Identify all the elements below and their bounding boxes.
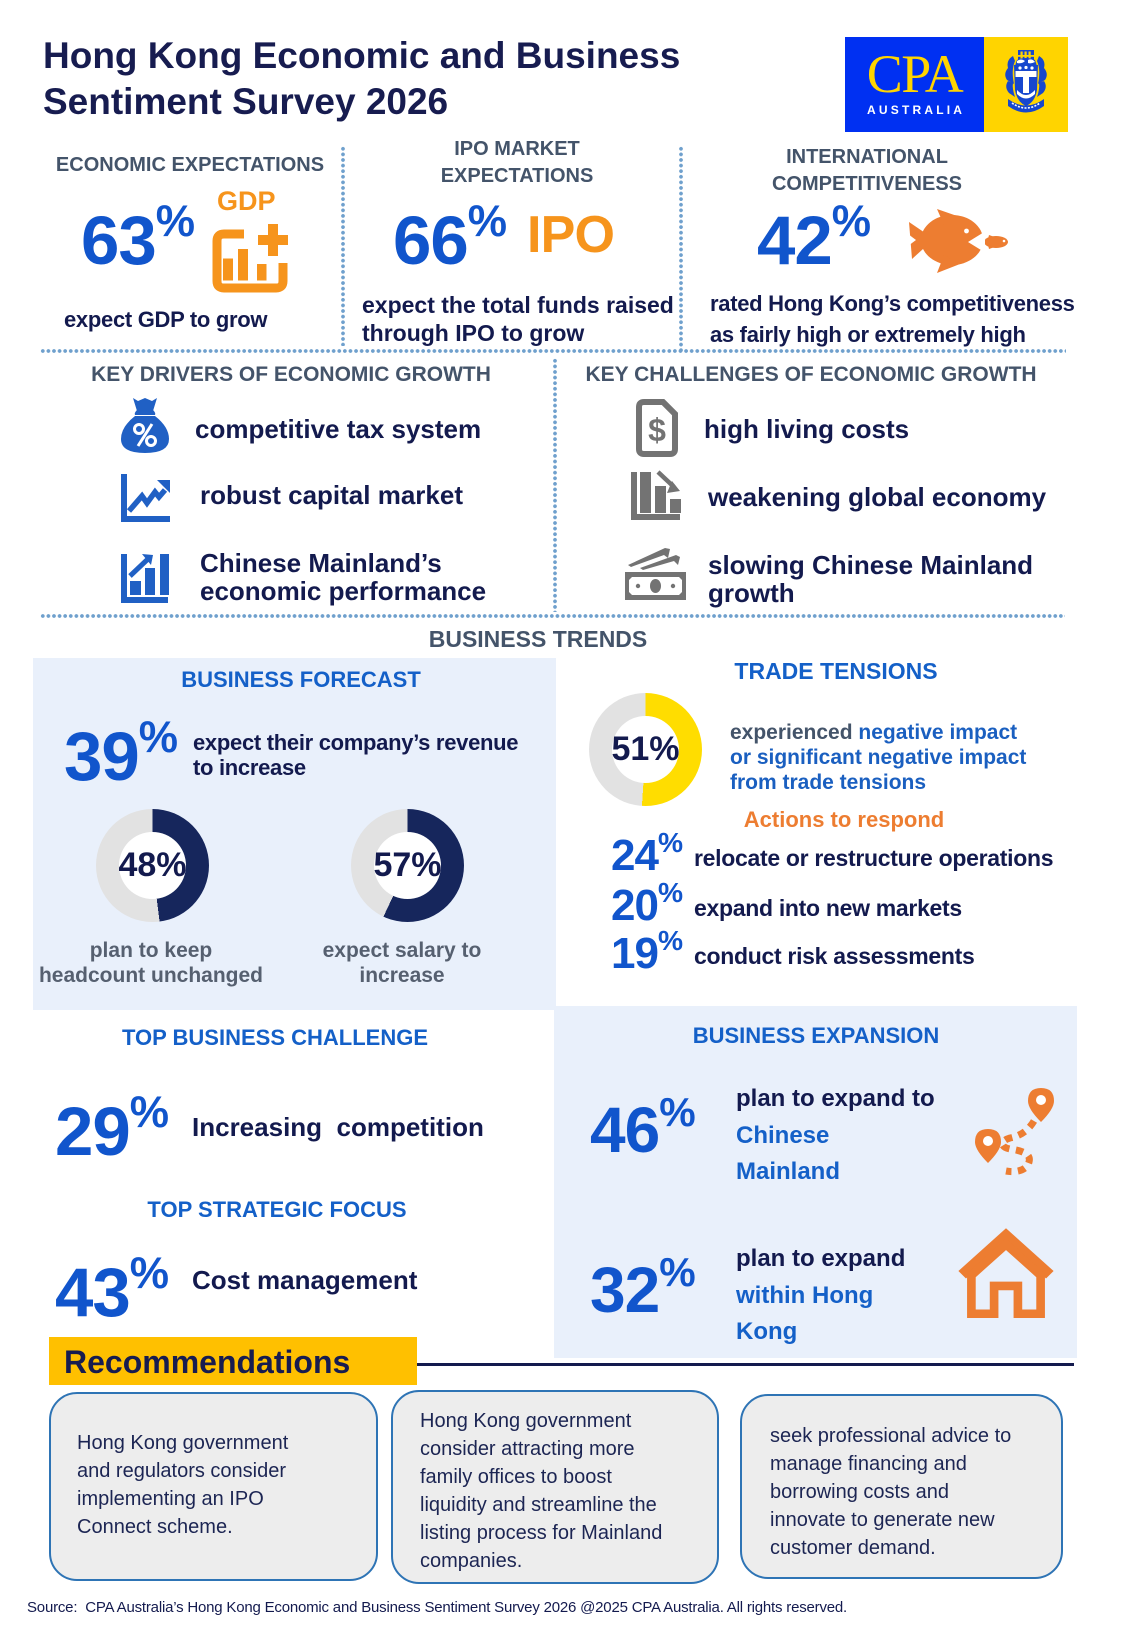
svg-text:$: $	[648, 412, 666, 448]
